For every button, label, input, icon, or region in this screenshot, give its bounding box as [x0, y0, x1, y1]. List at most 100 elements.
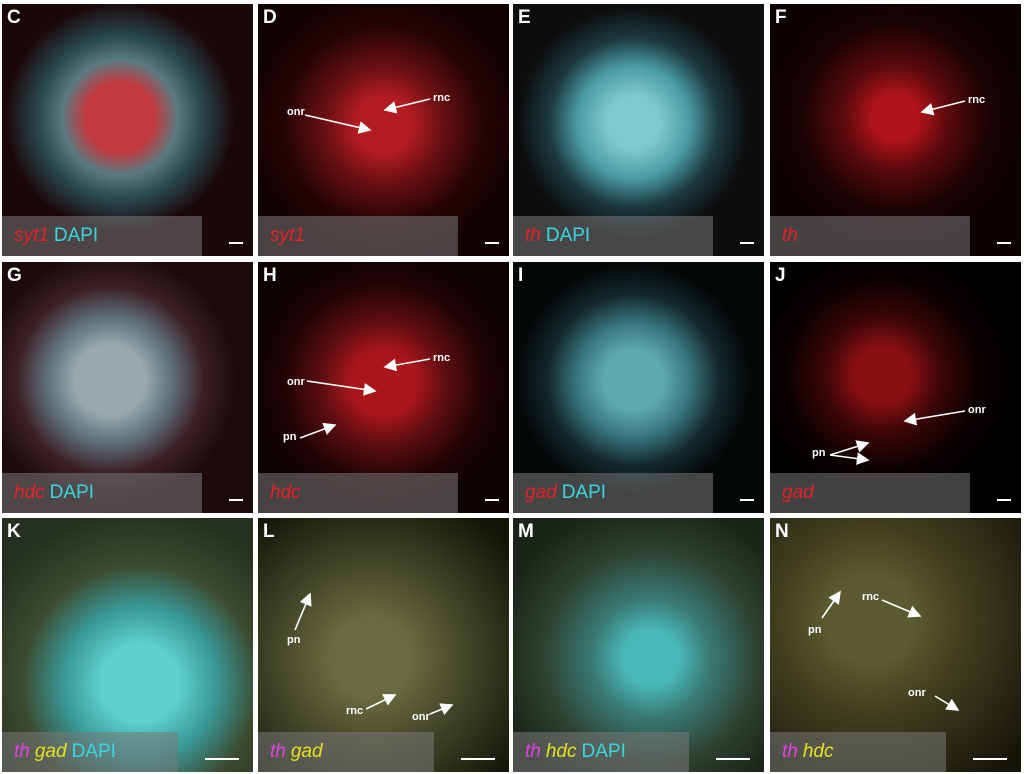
panel-caption: th — [770, 216, 970, 256]
caption-dapi: DAPI — [49, 482, 94, 503]
arrow-rnc — [383, 98, 431, 114]
annotation-rnc: rnc — [433, 92, 451, 104]
caption-th: th — [270, 741, 286, 762]
panel-letter: M — [518, 521, 534, 542]
panel-letter: I — [518, 265, 524, 286]
annotation-onr: onr — [908, 687, 926, 699]
caption-syt1: syt1 — [14, 225, 49, 246]
panel-letter: H — [263, 265, 277, 286]
panel-letter: J — [775, 265, 786, 286]
annotation-pn: pn — [283, 431, 297, 443]
annotation-onr: onr — [412, 711, 430, 723]
arrow-onr — [306, 380, 377, 396]
panel-caption: th hdc — [770, 732, 946, 772]
caption-dapi: DAPI — [561, 482, 607, 503]
panel-caption: hdc — [258, 473, 458, 513]
scale-bar — [229, 242, 243, 244]
panel-letter: C — [7, 7, 21, 28]
caption-hdc: hdc — [270, 482, 301, 503]
panel-caption: syt1 DAPI — [2, 216, 202, 256]
caption-dapi: DAPI — [71, 741, 116, 762]
panel-caption: hdc DAPI — [2, 473, 202, 513]
arrow-rnc — [383, 358, 431, 372]
panel-letter: F — [775, 7, 787, 28]
arrow-pn — [821, 590, 841, 619]
panel-caption: syt1 — [258, 216, 458, 256]
arrow-onr — [903, 410, 966, 426]
panel-letter: K — [7, 521, 21, 542]
annotation-onr: onr — [287, 376, 305, 388]
annotation-pn: pn — [812, 447, 826, 459]
arrow-pn — [299, 422, 337, 439]
scale-bar — [229, 499, 243, 501]
caption-th: th — [525, 225, 541, 246]
caption-gad: gad — [290, 741, 323, 762]
scale-bar — [485, 499, 499, 501]
scale-bar — [973, 758, 1007, 760]
panel-letter: E — [518, 7, 531, 28]
annotation-pn: pn — [287, 634, 301, 646]
arrow-onr — [934, 695, 960, 711]
scale-bar — [205, 758, 239, 760]
caption-hdc: hdc — [14, 482, 45, 503]
panel-caption: th gad — [258, 732, 434, 772]
annotation-pn: pn — [808, 624, 822, 636]
scale-bar — [461, 758, 495, 760]
arrow-pn — [294, 592, 312, 631]
caption-dapi: DAPI — [545, 225, 591, 246]
annotation-rnc: rnc — [346, 705, 364, 717]
scale-bar — [997, 499, 1011, 501]
caption-syt1: syt1 — [270, 225, 305, 246]
annotation-rnc: rnc — [433, 352, 451, 364]
arrow-pn — [829, 440, 870, 456]
arrow-pn — [829, 452, 870, 465]
arrow-onr — [429, 703, 454, 716]
annotation-onr: onr — [287, 106, 305, 118]
caption-th: th — [525, 741, 541, 762]
annotation-rnc: rnc — [968, 94, 986, 106]
scale-bar — [740, 242, 754, 244]
arrow-rnc — [881, 599, 922, 618]
panel-caption: th hdc DAPI — [513, 732, 689, 772]
scale-bar — [716, 758, 750, 760]
panel-caption: th gad DAPI — [2, 732, 178, 772]
annotation-onr: onr — [968, 404, 986, 416]
arrow-onr — [304, 114, 372, 134]
panel-letter: N — [775, 521, 789, 542]
caption-th: th — [782, 225, 798, 246]
caption-gad: gad — [782, 482, 814, 503]
panel-letter: D — [263, 7, 277, 28]
caption-th: th — [14, 741, 30, 762]
annotation-rnc: rnc — [862, 591, 880, 603]
caption-gad: gad — [525, 482, 557, 503]
caption-dapi: DAPI — [581, 741, 626, 762]
arrow-rnc — [920, 100, 966, 116]
caption-hdc: hdc — [802, 741, 834, 762]
panel-caption: th DAPI — [513, 216, 713, 256]
arrow-rnc — [365, 694, 397, 710]
scale-bar — [997, 242, 1011, 244]
caption-dapi: DAPI — [53, 225, 99, 246]
caption-gad: gad — [34, 741, 67, 762]
panel-caption: gad DAPI — [513, 473, 713, 513]
scale-bar — [740, 499, 754, 501]
panel-caption: gad — [770, 473, 970, 513]
panel-letter: L — [263, 521, 275, 542]
panel-letter: G — [7, 265, 22, 286]
caption-th: th — [782, 741, 798, 762]
caption-hdc: hdc — [545, 741, 577, 762]
scale-bar — [485, 242, 499, 244]
